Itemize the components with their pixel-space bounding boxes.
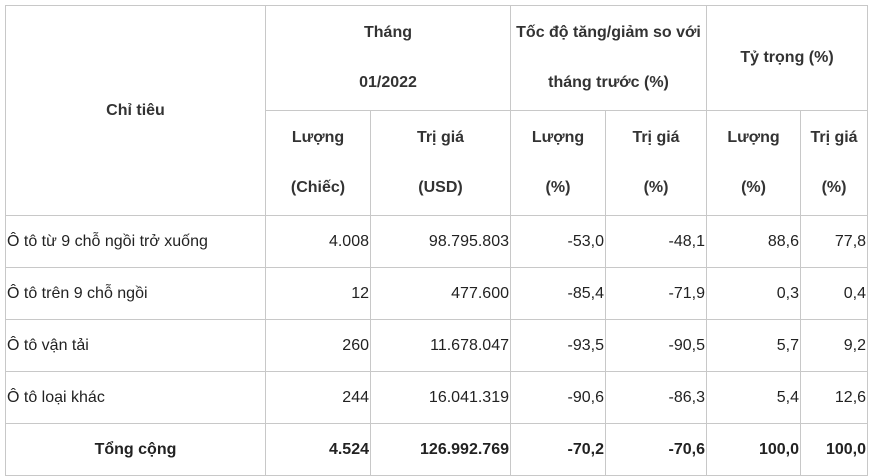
cell-line: Lượng	[727, 129, 780, 146]
label-cell: Ô tô loại khác	[5, 371, 266, 424]
value-cell: 0,3	[706, 267, 802, 320]
value-cell: 12,6	[800, 371, 869, 424]
subheader-cell: Lượng (Chiếc)	[265, 110, 371, 216]
value-cell: 260	[265, 319, 371, 372]
value-cell: 12	[265, 267, 371, 320]
data-row: Ô tô loại khác 244 16.041.319 -90,6 -86,3 5,4…	[5, 371, 869, 424]
cell-line: (Chiếc)	[290, 179, 346, 196]
value-cell: 9,2	[800, 319, 869, 372]
value-cell: 4.524	[265, 423, 371, 476]
value-cell: -48,1	[604, 215, 708, 268]
subheader-row: Lượng (Chiếc) Trị giá (USD) Lượng (%) Trị giá (…	[6, 110, 869, 216]
label-cell: Ô tô từ 9 chỗ ngồi trở xuống	[5, 215, 266, 268]
subheader-cell: Lượng (%)	[510, 110, 606, 216]
value-cell: 5,7	[706, 319, 802, 372]
header-cell: Tốc độ tăng/giảm so với tháng trước (%)	[509, 5, 708, 111]
value-cell: 88,6	[706, 215, 802, 268]
value-cell: 5,4	[706, 371, 802, 424]
cell-line: 01/2022	[359, 74, 417, 91]
value-cell: 100,0	[706, 423, 802, 476]
data-row: Ô tô vận tải 260 11.678.047 -93,5 -90,5 5,7 9,…	[5, 319, 869, 372]
label-cell: Ô tô trên 9 chỗ ngồi	[5, 267, 266, 320]
value-cell: -53,0	[510, 215, 606, 268]
data-table: Chỉ tiêu Tháng 01/2022 Tốc độ tăng/giảm so …	[5, 5, 869, 476]
label-cell: Tổng cộng	[5, 423, 266, 476]
header-cell: Tỷ trọng (%)	[706, 5, 869, 111]
subheader-cell: Trị giá (USD)	[370, 110, 511, 216]
cell-line: Trị giá	[810, 129, 858, 146]
value-cell: 98.795.803	[370, 215, 511, 268]
value-cell: 4.008	[265, 215, 371, 268]
cell-line: Trị giá	[416, 129, 465, 146]
cell-line: Trị giá	[632, 129, 680, 146]
value-cell: -71,9	[604, 267, 708, 320]
value-cell: 126.992.769	[370, 423, 511, 476]
cell-line: (%)	[741, 179, 766, 196]
label-cell: Ô tô vận tải	[5, 319, 266, 372]
value-cell: 100,0	[800, 423, 869, 476]
value-cell: 11.678.047	[370, 319, 511, 372]
value-cell: -86,3	[604, 371, 708, 424]
cell-line: (%)	[545, 179, 571, 196]
cell-line: (USD)	[418, 179, 463, 196]
value-cell: -70,6	[604, 423, 708, 476]
subheader-cell: Trị giá (%)	[800, 110, 869, 216]
value-cell: 77,8	[800, 215, 869, 268]
cell-line: Chỉ tiêu	[106, 101, 165, 119]
value-cell: -93,5	[510, 319, 606, 372]
cell-line: Tỷ trọng (%)	[740, 49, 834, 66]
cell-line: (%)	[821, 179, 847, 196]
cell-line: (%)	[643, 179, 669, 196]
value-cell: 0,4	[800, 267, 869, 320]
subheader-cell: Lượng (%)	[706, 110, 802, 216]
value-cell: -70,2	[510, 423, 606, 476]
data-row: Ô tô trên 9 chỗ ngồi 12 477.600 -85,4 -71,9 0…	[5, 267, 869, 320]
total-row: Tổng cộng 4.524 126.992.769 -70,2 -70,6 100,0…	[5, 423, 869, 476]
header-cell: Chỉ tiêu	[5, 5, 266, 216]
table-body: Chỉ tiêu Tháng 01/2022 Tốc độ tăng/giảm so …	[5, 5, 869, 476]
data-row: Ô tô từ 9 chỗ ngồi trở xuống 4.008 98.795.…	[5, 215, 869, 268]
value-cell: -90,6	[510, 371, 606, 424]
cell-line: Lượng	[291, 129, 345, 146]
value-cell: 477.600	[370, 267, 511, 320]
value-cell: 16.041.319	[370, 371, 511, 424]
cell-line: Tháng	[364, 24, 412, 41]
value-cell: 244	[265, 371, 371, 424]
header-cell: Tháng 01/2022	[265, 5, 511, 111]
cell-line: Lượng	[531, 129, 585, 146]
subheader-cell: Trị giá (%)	[604, 110, 708, 216]
header-row: Chỉ tiêu Tháng 01/2022 Tốc độ tăng/giảm so …	[5, 5, 869, 216]
value-cell: -90,5	[604, 319, 708, 372]
cell-line: tháng trước (%)	[548, 74, 669, 91]
cell-line: Tốc độ tăng/giảm so với	[516, 24, 701, 41]
value-cell: -85,4	[510, 267, 606, 320]
